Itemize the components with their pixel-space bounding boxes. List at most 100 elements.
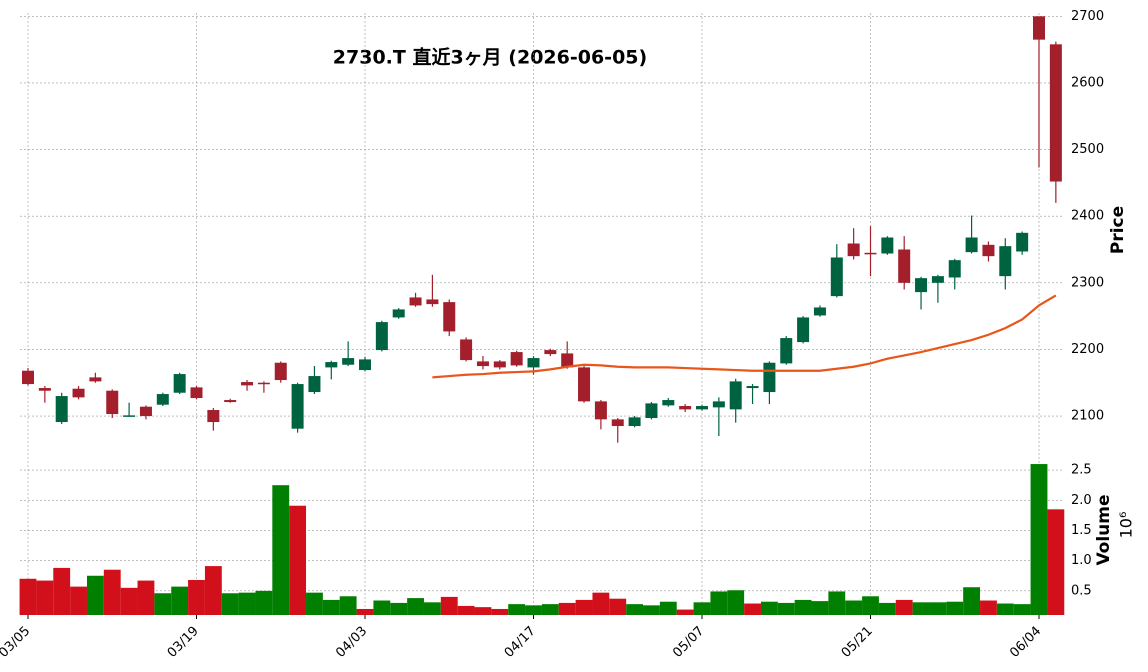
volume-bar <box>373 600 391 615</box>
volume-bar <box>1013 604 1031 615</box>
candle-body <box>392 309 405 318</box>
candle-body <box>915 278 928 293</box>
volume-bar <box>36 580 54 615</box>
volume-bar <box>70 586 87 615</box>
volume-bar <box>457 605 475 615</box>
candle-body <box>139 406 152 417</box>
volume-bar <box>592 592 610 615</box>
volume-bar <box>929 602 947 615</box>
candle-body <box>359 359 371 371</box>
candle-body <box>55 396 68 423</box>
candle-body <box>510 352 523 366</box>
volume-bar <box>390 602 408 615</box>
candle-body <box>342 358 355 365</box>
candle-body <box>999 246 1012 277</box>
volume-bar <box>204 566 222 615</box>
volume-bar <box>996 603 1014 615</box>
volume-axis-label: Volume <box>1094 494 1114 565</box>
candle-body <box>813 307 826 316</box>
volume-bar <box>322 599 340 615</box>
volume-bar <box>171 586 189 615</box>
volume-bar <box>794 599 812 615</box>
moving-average <box>432 294 1057 379</box>
volume-bar <box>980 600 997 615</box>
candle-body <box>594 401 607 420</box>
volume-bar <box>289 505 307 615</box>
y-tick-label: 2300 <box>1071 275 1104 290</box>
volume-multiplier: 10⁶ <box>1117 512 1136 539</box>
candle-body <box>679 406 692 410</box>
candle-body <box>476 361 489 367</box>
candle-body <box>72 388 85 398</box>
candle-body <box>746 386 759 389</box>
y-tick-label: 2200 <box>1071 342 1104 357</box>
candle-body <box>1033 16 1045 40</box>
volume-bar <box>474 607 492 615</box>
candle-body <box>797 317 810 343</box>
volume-bar <box>558 602 576 615</box>
candle-body <box>291 384 304 429</box>
volume-bar <box>643 605 660 615</box>
candle-body <box>22 370 34 385</box>
candle-body <box>982 244 995 257</box>
candle-body <box>325 362 338 368</box>
volume-bar <box>777 602 795 615</box>
candle-body <box>881 237 894 254</box>
volume-bar <box>878 602 896 615</box>
x-tick-label: 04/17 <box>502 624 539 661</box>
candle-body <box>780 338 793 364</box>
volume-bar <box>356 608 374 615</box>
volume-bar <box>154 593 172 615</box>
y-axis-label: Price <box>1108 206 1128 254</box>
candle-body <box>1049 44 1062 182</box>
volume-bar <box>659 601 677 615</box>
volume-bar <box>53 567 71 615</box>
candle-body <box>224 400 237 403</box>
volume-bar <box>575 599 593 615</box>
candle-body <box>207 410 220 423</box>
candle-body <box>308 376 321 393</box>
volume-tick-label: 0.5 <box>1071 583 1092 598</box>
volume-bar <box>912 602 930 615</box>
volume-bar <box>946 601 964 615</box>
candle-body <box>561 353 574 368</box>
candle-body <box>898 249 911 283</box>
volume-bar <box>440 596 458 615</box>
volume-bar <box>828 591 846 615</box>
candle-body <box>274 362 287 381</box>
volume-tick-label: 1.5 <box>1071 523 1092 538</box>
volume-bar <box>86 575 104 615</box>
candle-body <box>611 419 624 427</box>
volume-bar <box>238 592 256 615</box>
volume-bar <box>811 601 829 615</box>
candle-body <box>1016 232 1029 252</box>
candle-body <box>156 394 169 405</box>
volume-bar <box>103 569 121 615</box>
candle-body <box>527 358 540 368</box>
volume-bar <box>693 602 711 615</box>
volume-tick-label: 2.5 <box>1071 463 1092 478</box>
candle-body <box>830 257 843 297</box>
candle-body <box>948 260 961 278</box>
y-tick-label: 2600 <box>1071 75 1104 90</box>
volume-bar <box>19 578 37 615</box>
candle-body <box>578 367 591 402</box>
x-tick-label: 03/05 <box>0 624 33 661</box>
x-tick-label: 06/04 <box>1007 624 1044 661</box>
volume-bar <box>423 602 441 615</box>
candle-body <box>965 237 978 253</box>
candle-body <box>241 382 254 386</box>
candle-body <box>544 350 557 355</box>
volume-bar <box>862 596 879 615</box>
candle-body <box>173 374 186 393</box>
candle-body <box>696 406 708 410</box>
candle-body <box>375 322 388 351</box>
candle-body <box>443 302 456 332</box>
candle-body <box>763 362 776 393</box>
candle-body <box>89 377 102 382</box>
candle-body <box>931 276 944 283</box>
candle-body <box>257 382 270 385</box>
candle-body <box>123 415 136 417</box>
volume-tick-label: 2.0 <box>1071 493 1092 508</box>
